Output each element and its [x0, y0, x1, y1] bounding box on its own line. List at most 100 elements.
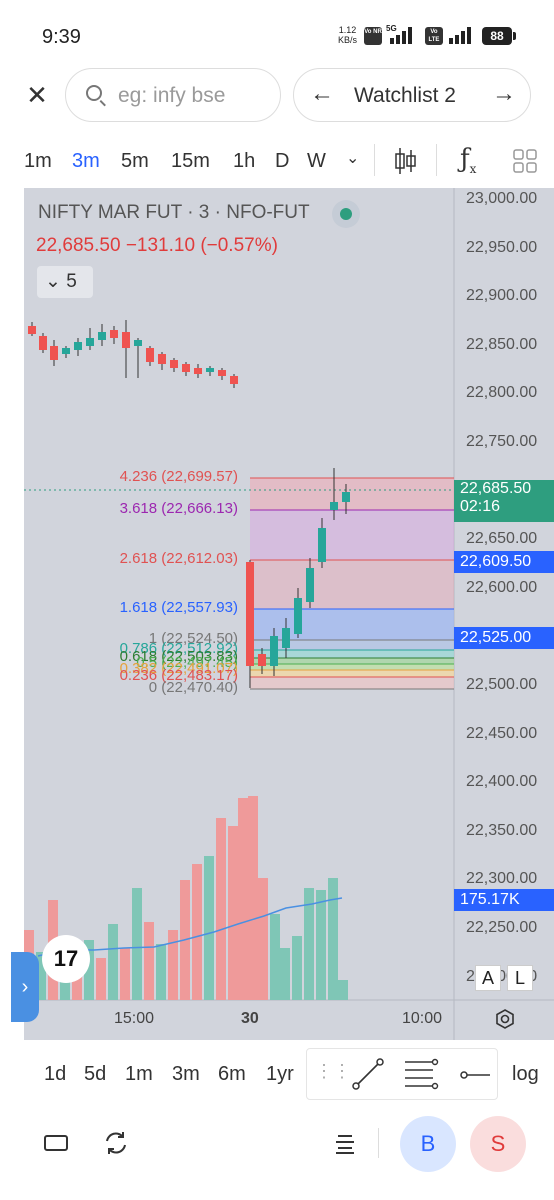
drawing-tools: ⋮⋮	[306, 1048, 498, 1100]
price-tick: 22,600.00	[466, 578, 538, 596]
chevron-down-icon[interactable]: ⌄	[346, 150, 360, 167]
candles	[28, 320, 350, 688]
interval-toolbar: 1m 3m 5m 15m 1h D W ⌄ ƒx	[0, 138, 554, 182]
fib-label: 3.618 (22,666.13)	[119, 500, 238, 517]
trend-line-icon[interactable]	[351, 1057, 385, 1091]
last-price-tag: 22,685.50 02:16	[454, 480, 554, 522]
volume-bar	[84, 940, 94, 1000]
price-tick: 22,500.00	[466, 676, 538, 693]
candle-body	[330, 502, 338, 510]
chart-area[interactable]: NIFTY MAR FUT · 3 · NFO-FUT 22,685.50 −1…	[24, 188, 554, 1040]
range-5d[interactable]: 5d	[84, 1063, 107, 1085]
fib-label: 4.236 (22,699.57)	[119, 468, 238, 485]
auto-scale-button[interactable]: A	[475, 965, 501, 991]
volume-bar	[292, 936, 302, 1000]
volume-bar	[216, 818, 226, 1000]
interval-1h[interactable]: 1h	[233, 150, 256, 172]
sell-button[interactable]: S	[470, 1116, 526, 1172]
search-input[interactable]	[118, 81, 268, 111]
signal-icon	[390, 27, 412, 44]
price-tick: 22,250.00	[466, 919, 538, 936]
market-status-icon[interactable]	[332, 200, 360, 228]
top-bar: ✕ ← Watchlist 2 →	[0, 66, 554, 124]
signal-icon-2	[449, 27, 471, 44]
divider	[378, 1128, 379, 1158]
settings-icon[interactable]	[494, 1008, 516, 1030]
candle-body	[194, 368, 202, 374]
price-tick: 22,800.00	[466, 384, 538, 402]
range-1yr[interactable]: 1yr	[266, 1063, 294, 1085]
align-center-icon[interactable]	[334, 1132, 356, 1154]
candle-body	[134, 340, 142, 346]
log-scale-button[interactable]: L	[507, 965, 533, 991]
interval-15m[interactable]: 15m	[171, 150, 210, 172]
battery-icon: 88	[482, 27, 516, 45]
legend-quote: 22,685.50 −131.10 (−0.57%)	[36, 235, 278, 257]
candle-body	[246, 562, 254, 666]
symbol-search[interactable]	[65, 68, 281, 122]
candle-body	[318, 528, 326, 562]
range-6m[interactable]: 6m	[218, 1063, 246, 1085]
fullscreen-icon[interactable]	[42, 1132, 70, 1154]
fib-zone-0236	[250, 677, 454, 689]
range-1d[interactable]: 1d	[44, 1063, 67, 1085]
log-toggle[interactable]: log	[512, 1063, 539, 1085]
indicators-icon[interactable]: ƒx	[460, 144, 477, 177]
indicators-toggle[interactable]: ⌄ 5	[37, 266, 93, 298]
volume-bar	[204, 856, 214, 1000]
fib-retracement-icon[interactable]	[403, 1058, 439, 1090]
candle-body	[182, 364, 190, 372]
volume-bar	[192, 864, 202, 1000]
interval-3m[interactable]: 3m	[72, 150, 100, 172]
fib-label: 1.618 (22,557.93)	[119, 599, 238, 616]
legend-price: 22,685.50	[36, 235, 121, 256]
range-1m[interactable]: 1m	[125, 1063, 153, 1085]
time-label-1500: 15:00	[114, 1010, 155, 1027]
volume-bar	[238, 798, 248, 1000]
interval-w[interactable]: W	[307, 150, 326, 172]
tradingview-logo: 17	[42, 935, 90, 983]
fib-label: 1 (22,524.50)	[148, 630, 238, 647]
candle-body	[50, 346, 58, 360]
candle-body	[74, 342, 82, 350]
candle-body	[218, 370, 226, 376]
volume-bar	[36, 952, 46, 1000]
range-3m[interactable]: 3m	[172, 1063, 200, 1085]
candles-icon[interactable]	[394, 146, 418, 176]
arrow-left-icon[interactable]: ←	[310, 80, 334, 107]
network-speed: 1.12 KB/s	[338, 25, 358, 45]
candle-body	[110, 330, 118, 338]
volume-bar	[248, 796, 258, 1000]
legend-symbol[interactable]: NIFTY MAR FUT · 3 · NFO-FUT	[38, 202, 310, 223]
interval-d[interactable]: D	[275, 150, 290, 172]
fib-zone-1618	[250, 609, 454, 640]
interval-1m[interactable]: 1m	[24, 150, 52, 172]
price-tick: 22,450.00	[466, 724, 538, 742]
buy-button[interactable]: B	[400, 1116, 456, 1172]
close-button[interactable]: ✕	[22, 80, 52, 110]
candle-body	[282, 628, 290, 648]
watchlist-switcher[interactable]: ← Watchlist 2 →	[293, 68, 531, 122]
layout-grid-icon[interactable]	[512, 148, 538, 174]
candle-body	[62, 348, 70, 354]
price-line-tag-a: 22,609.50	[454, 551, 554, 573]
drag-handle-icon[interactable]: ⋮⋮	[315, 1061, 351, 1081]
volte-icon: Vo LTE	[425, 27, 443, 45]
fib-label: 2.618 (22,612.03)	[119, 550, 238, 567]
bottom-bar: B S	[0, 1102, 554, 1200]
sim-label: 5G	[386, 24, 397, 33]
interval-5m[interactable]: 5m	[121, 150, 149, 172]
watchlist-name: Watchlist 2	[354, 84, 456, 107]
arrow-right-icon[interactable]: →	[492, 80, 516, 107]
chart-canvas[interactable]	[24, 188, 554, 1040]
price-tick: 22,950.00	[466, 238, 538, 256]
horizontal-line-icon[interactable]	[459, 1065, 491, 1085]
candle-body	[206, 368, 214, 372]
fib-zone-0786	[250, 650, 454, 658]
refresh-icon[interactable]	[102, 1129, 130, 1157]
fib-label: 0.382 (22,491.07)	[119, 660, 238, 677]
side-panel-tab[interactable]: ›	[11, 952, 39, 1022]
fib-zone-0382	[250, 670, 454, 677]
candle-body	[306, 568, 314, 602]
candle-body	[98, 332, 106, 340]
